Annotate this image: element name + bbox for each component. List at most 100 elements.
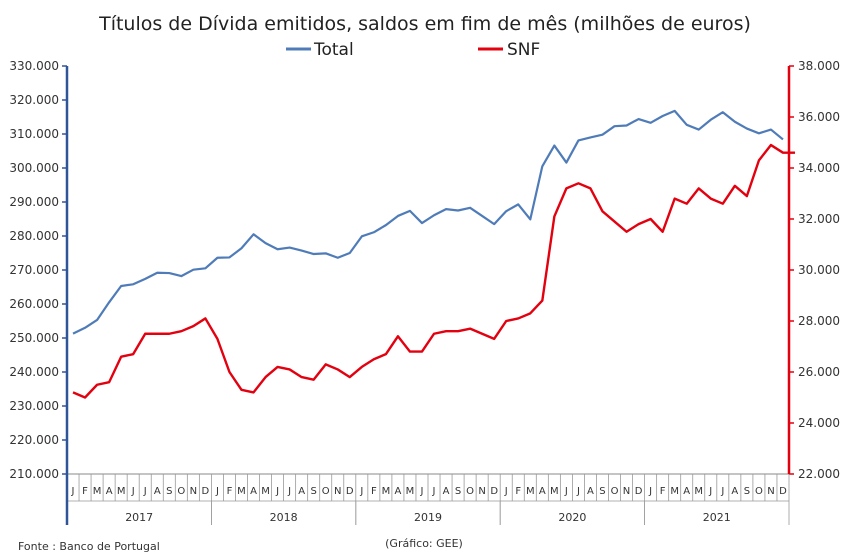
month-label: S <box>166 486 172 497</box>
left-tick-label: 280.000 <box>9 229 59 243</box>
month-label: N <box>478 486 485 497</box>
month-label: A <box>394 486 401 497</box>
month-label: J <box>275 486 279 497</box>
month-label: O <box>322 486 330 497</box>
right-tick-label: 32.000 <box>798 212 840 226</box>
month-label: A <box>731 486 738 497</box>
month-label: S <box>744 486 750 497</box>
right-axis-ticks: 38.000 36.000 34.000 32.000 30.000 28.000 26.0… <box>789 59 840 481</box>
left-tick-label: 250.000 <box>9 331 59 345</box>
right-tick-label: 30.000 <box>798 263 840 277</box>
left-tick-label: 230.000 <box>9 399 59 413</box>
month-label: D <box>779 486 787 497</box>
month-label: A <box>539 486 546 497</box>
month-label: D <box>635 486 643 497</box>
left-tick-label: 300.000 <box>9 161 59 175</box>
month-label: D <box>202 486 210 497</box>
month-label: J <box>131 486 135 497</box>
month-label: M <box>93 486 102 497</box>
legend-label-snf: SNF <box>507 40 540 60</box>
month-label: D <box>490 486 498 497</box>
year-label: 2019 <box>414 511 442 524</box>
month-label: O <box>611 486 619 497</box>
series-line-snf <box>72 143 796 399</box>
month-label: S <box>455 486 461 497</box>
month-label: S <box>311 486 317 497</box>
month-label: A <box>106 486 113 497</box>
month-label: J <box>287 486 291 497</box>
month-label: J <box>576 486 580 497</box>
month-label: A <box>587 486 594 497</box>
month-label: J <box>708 486 712 497</box>
month-label: F <box>82 486 88 497</box>
year-label: 2021 <box>703 511 731 524</box>
month-label: A <box>154 486 161 497</box>
month-label: A <box>443 486 450 497</box>
month-label: J <box>564 486 568 497</box>
month-label: A <box>298 486 305 497</box>
left-axis-ticks: 330.000 320.000 310.000 300.000 290.000 280.0… <box>9 59 67 481</box>
chart-title: Títulos de Dívida emitidos, saldos em fi… <box>98 13 751 35</box>
month-label: O <box>466 486 474 497</box>
right-tick-label: 28.000 <box>798 314 840 328</box>
source-note: Fonte : Banco de Portugal <box>18 540 160 553</box>
month-label: J <box>215 486 219 497</box>
month-label: D <box>346 486 354 497</box>
right-tick-label: 34.000 <box>798 161 840 175</box>
month-label: J <box>720 486 724 497</box>
month-label: O <box>755 486 763 497</box>
month-label: N <box>334 486 341 497</box>
right-tick-label: 26.000 <box>798 365 840 379</box>
month-label: N <box>623 486 630 497</box>
month-label: F <box>227 486 233 497</box>
month-label: M <box>526 486 535 497</box>
left-tick-label: 330.000 <box>9 59 59 73</box>
left-tick-label: 240.000 <box>9 365 59 379</box>
month-label: M <box>670 486 679 497</box>
month-label: J <box>143 486 147 497</box>
right-tick-label: 36.000 <box>798 110 840 124</box>
month-label: J <box>432 486 436 497</box>
right-tick-label: 38.000 <box>798 59 840 73</box>
month-label: F <box>515 486 521 497</box>
year-label: 2020 <box>558 511 586 524</box>
left-tick-label: 290.000 <box>9 195 59 209</box>
right-tick-label: 22.000 <box>798 467 840 481</box>
month-label: F <box>371 486 377 497</box>
left-tick-label: 270.000 <box>9 263 59 277</box>
credit-note: (Gráfico: GEE) <box>385 537 463 550</box>
right-tick-label: 24.000 <box>798 416 840 430</box>
month-label: J <box>71 486 75 497</box>
month-label: M <box>237 486 246 497</box>
month-label: M <box>261 486 270 497</box>
month-label: S <box>599 486 605 497</box>
left-tick-label: 320.000 <box>9 93 59 107</box>
month-label: M <box>550 486 559 497</box>
left-tick-label: 210.000 <box>9 467 59 481</box>
left-tick-label: 260.000 <box>9 297 59 311</box>
month-label: M <box>117 486 126 497</box>
month-label: A <box>250 486 257 497</box>
month-label: J <box>420 486 424 497</box>
legend-label-total: Total <box>313 40 354 60</box>
month-label: M <box>382 486 391 497</box>
month-label: J <box>359 486 363 497</box>
legend: Total SNF <box>286 40 540 60</box>
month-label: J <box>504 486 508 497</box>
left-tick-label: 310.000 <box>9 127 59 141</box>
left-tick-label: 220.000 <box>9 433 59 447</box>
month-label: J <box>648 486 652 497</box>
series-line-total <box>72 109 784 335</box>
month-label: N <box>190 486 197 497</box>
month-label: N <box>767 486 774 497</box>
month-label: F <box>660 486 666 497</box>
year-label: 2017 <box>125 511 153 524</box>
month-label: M <box>406 486 415 497</box>
year-label: 2018 <box>270 511 298 524</box>
month-label: A <box>683 486 690 497</box>
month-label: O <box>177 486 185 497</box>
month-label: M <box>694 486 703 497</box>
series-lines <box>72 109 796 399</box>
